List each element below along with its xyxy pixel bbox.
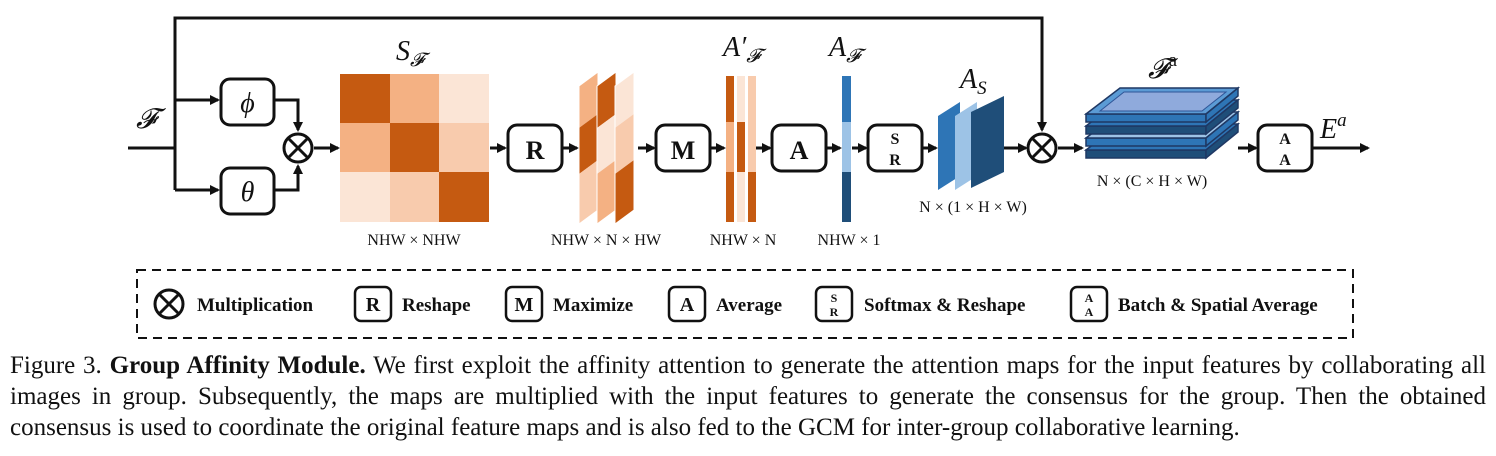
batch-spatial-average-box: A A	[1256, 123, 1314, 173]
spatial-map-label: AS	[958, 64, 987, 99]
phi-label: ϕ	[240, 88, 255, 119]
reshaped-dims: NHW × N × HW	[551, 232, 662, 249]
figure-caption: Figure 3. Group Affinity Module. We firs…	[10, 350, 1486, 443]
reshaped-maps	[578, 71, 635, 225]
legend-border	[136, 269, 1354, 339]
legend-reshape-icon: R	[353, 285, 393, 323]
legend-average-icon: A	[667, 285, 707, 323]
svg-text:S: S	[891, 131, 900, 148]
legend-multiplication-label: Multiplication	[197, 295, 314, 316]
svg-text:M: M	[515, 294, 534, 316]
svg-text:A: A	[1279, 131, 1291, 148]
consensus-dims: N × (C × H × W)	[1097, 173, 1207, 190]
reshape-box: R	[506, 123, 564, 173]
feature-slab	[1083, 86, 1241, 124]
affinity-label: S𝓕	[396, 36, 431, 71]
group-affinity-diagram: 𝓕 ϕ θ S𝓕 NHW × NHW R	[128, 16, 1370, 339]
max-attention-map	[726, 76, 756, 222]
legend-batch-icon: A A	[1069, 285, 1109, 323]
svg-text:R: R	[526, 136, 545, 165]
input-label: 𝓕	[136, 104, 166, 135]
affinity-cell	[439, 74, 489, 123]
spatial-dims: N × (1 × H × W)	[919, 199, 1027, 216]
spatial-slab	[971, 96, 1004, 188]
legend: Multiplication R Reshape M Maximize A Av…	[136, 269, 1354, 339]
affinity-cell	[439, 172, 489, 222]
multiply-operator-1	[282, 132, 314, 164]
legend-reshape-label: Reshape	[402, 295, 471, 316]
consensus-features	[1083, 86, 1241, 160]
affinity-cell	[390, 74, 439, 123]
reshaped-slab	[578, 71, 599, 225]
avg-dims: NHW × 1	[818, 232, 881, 249]
affinity-cell	[340, 74, 390, 123]
reshaped-slab	[596, 71, 617, 225]
affinity-dims: NHW × NHW	[367, 232, 461, 249]
consensus-label: 𝓕a	[1148, 50, 1178, 85]
max-map-label: A′𝓕	[721, 32, 767, 67]
legend-batch-label: Batch & Spatial Average	[1118, 295, 1318, 316]
legend-multiplication-icon	[153, 288, 185, 320]
skip-connection-arrow	[173, 16, 1047, 148]
svg-text:A: A	[790, 136, 809, 165]
legend-maximize-icon: M	[504, 285, 544, 323]
affinity-cell	[390, 172, 439, 222]
caption-body: We first exploit the affinity attention …	[10, 352, 1486, 441]
arrow-theta-to-multiply	[274, 164, 303, 192]
svg-text:R: R	[366, 294, 381, 316]
arrow-phi-to-multiply	[274, 98, 303, 132]
multiply-operator-2	[1026, 132, 1058, 164]
output-label: Ea	[1319, 110, 1347, 145]
phi-box: ϕ	[219, 77, 276, 127]
spatial-attention-maps	[938, 96, 1004, 190]
caption-prefix: Figure 3.	[10, 352, 102, 379]
theta-box: θ	[219, 166, 276, 216]
average-box: A	[770, 123, 828, 173]
affinity-cell	[340, 172, 390, 222]
affinity-matrix	[340, 74, 489, 222]
legend-maximize-label: Maximize	[553, 295, 633, 316]
legend-softmax-icon: S R	[814, 285, 854, 323]
caption-title: Group Affinity Module.	[109, 352, 366, 379]
svg-text:A: A	[1085, 291, 1094, 305]
legend-average-label: Average	[716, 295, 782, 316]
theta-label: θ	[241, 177, 255, 208]
svg-text:A: A	[680, 294, 695, 316]
svg-text:R: R	[830, 305, 839, 319]
affinity-cell	[340, 123, 390, 172]
softmax-reshape-box: S R	[866, 123, 924, 173]
svg-text:S: S	[831, 291, 838, 305]
max-dims: NHW × N	[710, 232, 777, 249]
flow-arrows	[128, 16, 1370, 195]
svg-text:A: A	[1085, 305, 1094, 319]
svg-text:R: R	[889, 152, 901, 169]
maximize-box: M	[654, 123, 712, 173]
avg-map-label: A𝓕	[827, 32, 867, 67]
svg-text:A: A	[1279, 152, 1291, 169]
affinity-cell	[439, 123, 489, 172]
reshaped-slab	[614, 71, 635, 225]
legend-softmax-label: Softmax & Reshape	[864, 295, 1026, 316]
spatial-slab	[938, 102, 960, 190]
affinity-cell	[390, 123, 439, 172]
svg-text:M: M	[671, 136, 696, 165]
avg-attention-map	[842, 76, 851, 222]
